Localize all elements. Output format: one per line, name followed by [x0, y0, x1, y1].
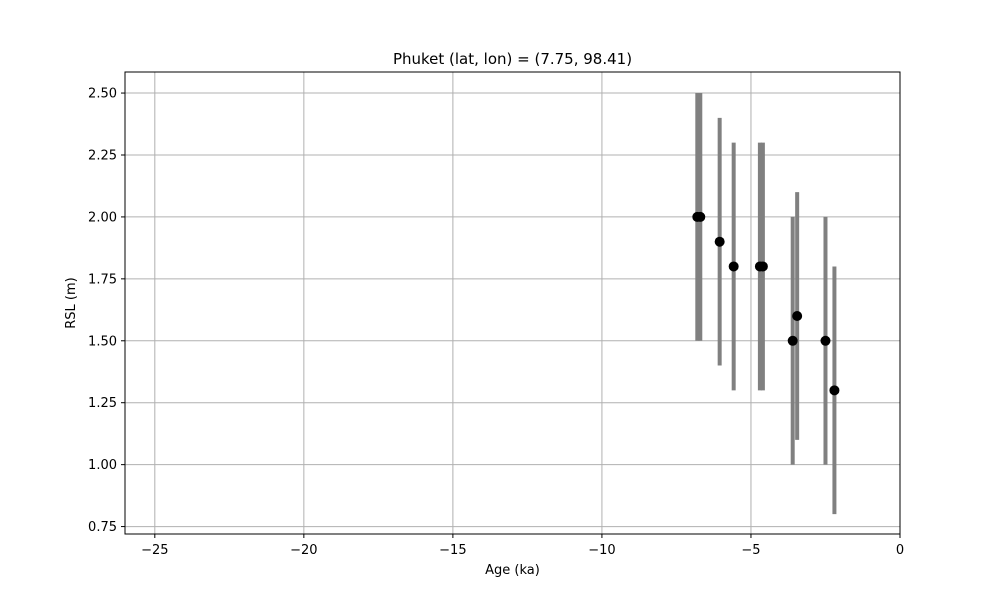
y-tick-label: 1.75: [88, 272, 117, 287]
y-axis-ticks: 0.75 1.00 1.25 1.50 1.75 2.00 2.25 2.50: [88, 87, 125, 535]
data-points: [692, 211, 840, 396]
x-axis-ticks: −25 −20 −15 −10 −5 0: [141, 534, 904, 558]
x-tick-label: −5: [741, 543, 760, 558]
y-tick-label: 2.50: [88, 87, 117, 102]
y-axis-label: RSL (m): [64, 277, 79, 328]
chart-title: Phuket (lat, lon) = (7.75, 98.41): [393, 50, 632, 68]
y-tick-label: 1.50: [88, 334, 117, 349]
plot-frame: [124, 71, 901, 535]
data-point: [728, 261, 739, 272]
data-point: [829, 385, 840, 396]
y-tick-label: 0.75: [88, 520, 117, 535]
grid-lines: [125, 72, 901, 534]
y-tick-label: 2.00: [88, 210, 117, 225]
data-point: [695, 211, 706, 222]
data-point: [714, 236, 725, 247]
data-point: [787, 335, 798, 346]
data-point: [820, 335, 831, 346]
y-tick-label: 1.00: [88, 458, 117, 473]
x-tick-label: 0: [896, 543, 904, 558]
data-point: [792, 311, 803, 322]
x-tick-label: −25: [141, 543, 168, 558]
x-tick-label: −10: [588, 543, 615, 558]
y-tick-label: 2.25: [88, 148, 117, 163]
x-axis-label: Age (ka): [485, 563, 540, 578]
error-bars: [695, 93, 837, 515]
x-tick-label: −15: [439, 543, 466, 558]
y-tick-label: 1.25: [88, 396, 117, 411]
data-point: [757, 261, 768, 272]
x-tick-label: −20: [290, 543, 317, 558]
